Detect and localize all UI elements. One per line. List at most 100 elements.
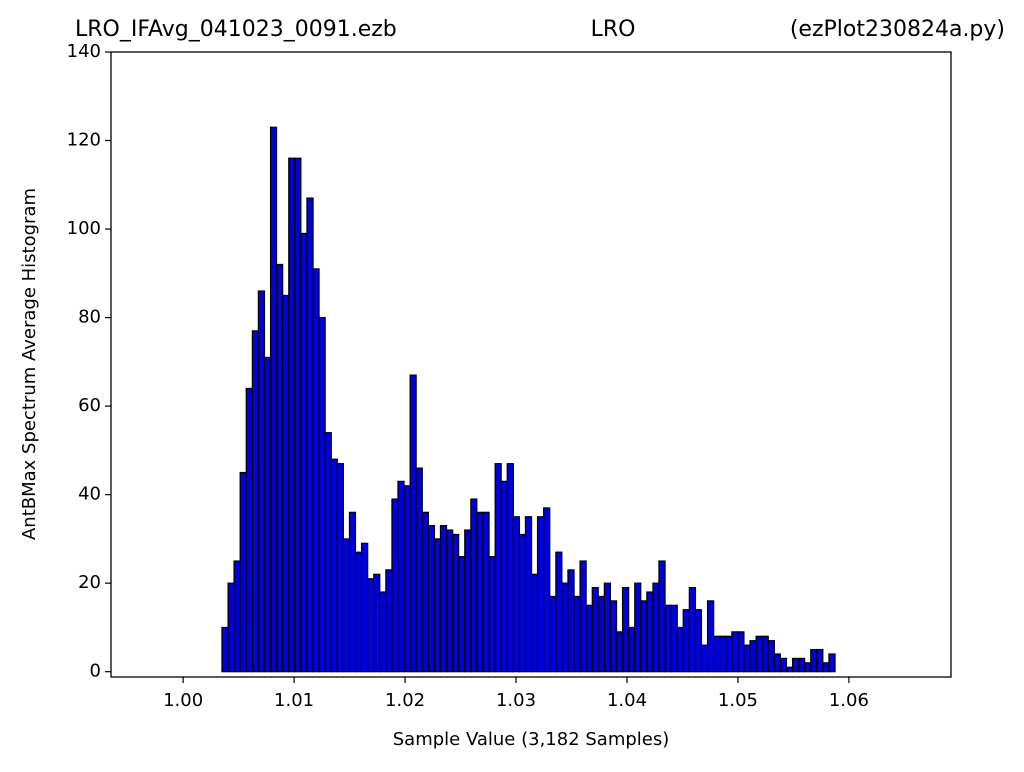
x-tick-label: 1.01 xyxy=(274,690,314,711)
histogram-bar xyxy=(591,586,599,673)
y-tick-label: 60 xyxy=(78,395,101,416)
histogram-bar xyxy=(251,330,259,673)
histogram-bar xyxy=(561,582,569,673)
histogram-bar xyxy=(761,635,769,673)
y-tick-label: 100 xyxy=(67,218,101,239)
histogram-bar xyxy=(445,529,454,673)
histogram-bar xyxy=(324,432,332,673)
histogram-bar xyxy=(731,631,739,673)
histogram-bar xyxy=(245,387,253,673)
histogram-bar xyxy=(810,648,818,673)
histogram-bar xyxy=(391,498,399,673)
histogram-bar xyxy=(288,157,296,673)
histogram-bar xyxy=(767,640,775,673)
histogram-bar xyxy=(652,582,660,673)
histogram-bar xyxy=(597,595,605,673)
histogram-bar xyxy=(536,516,545,673)
histogram-bar xyxy=(294,157,302,673)
y-axis-label: AntBMax Spectrum Average Histogram xyxy=(19,188,40,540)
histogram-bar xyxy=(682,609,690,673)
y-tick-label: 20 xyxy=(78,572,101,593)
histogram-bar xyxy=(233,560,241,673)
histogram-bar xyxy=(816,648,824,673)
histogram-bar xyxy=(300,232,308,673)
histogram-bar xyxy=(239,471,247,673)
y-tick-label: 120 xyxy=(67,130,101,151)
histogram-bar xyxy=(530,573,539,673)
histogram-bar xyxy=(779,657,788,673)
histogram-bar xyxy=(549,595,557,673)
histogram-bar xyxy=(573,595,581,673)
histogram-bar xyxy=(640,600,648,673)
histogram-bar xyxy=(452,533,460,673)
histogram-bar xyxy=(269,126,278,673)
histogram-bar xyxy=(555,551,563,673)
histogram-bar xyxy=(543,507,551,673)
histogram-bar xyxy=(379,591,387,673)
histogram-bar xyxy=(275,263,284,673)
histogram-bar xyxy=(385,569,393,673)
histogram-bar xyxy=(749,640,757,673)
x-tick-label: 1.02 xyxy=(385,690,425,711)
histogram-bar xyxy=(433,538,442,673)
histogram-bar xyxy=(257,290,266,673)
histogram-bar xyxy=(791,657,800,673)
histogram-bar xyxy=(464,529,472,673)
histogram-bar xyxy=(567,569,575,673)
histogram-bar xyxy=(719,635,727,673)
histogram-bar xyxy=(603,582,612,673)
histogram-bar xyxy=(785,666,794,673)
y-tick-label: 40 xyxy=(78,484,101,505)
histogram-bar xyxy=(409,374,417,673)
histogram-bar xyxy=(458,556,466,673)
histogram-bar xyxy=(373,573,381,673)
histogram-bar xyxy=(706,600,715,673)
histogram-bar xyxy=(828,653,836,673)
x-axis-label: Sample Value (3,182 Samples) xyxy=(393,729,670,750)
histogram-bar xyxy=(518,533,527,673)
y-tick-label: 0 xyxy=(90,661,101,682)
histogram-bar xyxy=(628,626,636,673)
histogram-bar xyxy=(664,604,672,673)
histogram-bar xyxy=(524,516,533,673)
histogram-bar xyxy=(670,604,678,673)
histogram-bar xyxy=(427,525,436,673)
histogram-bar xyxy=(694,609,703,673)
y-tick-label: 140 xyxy=(67,41,101,62)
chart-title-file: LRO_IFAvg_041023_0091.ezb xyxy=(75,17,397,42)
histogram-bar xyxy=(609,600,618,673)
plot-frame xyxy=(110,51,952,678)
chart-title-script: (ezPlot230824a.py) xyxy=(790,17,1005,42)
x-tick-label: 1.06 xyxy=(829,690,869,711)
histogram-bar xyxy=(688,586,697,673)
histogram-bar xyxy=(470,498,478,673)
histogram-bar xyxy=(348,511,357,673)
x-tick-label: 1.03 xyxy=(496,690,536,711)
y-tick-label: 80 xyxy=(78,307,101,328)
histogram-bar xyxy=(330,458,338,673)
histogram-bar xyxy=(306,197,314,673)
histogram-bar xyxy=(737,631,745,673)
histogram-bar xyxy=(615,631,624,673)
x-tick-label: 1.04 xyxy=(607,690,647,711)
histogram-bar xyxy=(403,485,411,673)
histogram-bar xyxy=(646,591,654,673)
x-tick-label: 1.00 xyxy=(163,690,203,711)
histogram-bar xyxy=(798,657,806,673)
histogram-bar xyxy=(439,525,448,673)
histogram-bar xyxy=(282,294,290,673)
histogram-bar xyxy=(755,635,763,673)
chart-title-station: LRO xyxy=(591,17,636,42)
histogram-bar xyxy=(804,662,812,673)
histogram-bar xyxy=(713,635,721,673)
histogram-bar xyxy=(658,560,666,673)
histogram-bar xyxy=(488,556,496,673)
histogram-bar xyxy=(676,626,684,673)
histogram-bar xyxy=(634,582,642,673)
histogram-bar xyxy=(342,538,351,673)
histogram-bar xyxy=(360,542,369,673)
histogram-bar xyxy=(512,516,520,673)
histogram-bar xyxy=(700,644,709,673)
